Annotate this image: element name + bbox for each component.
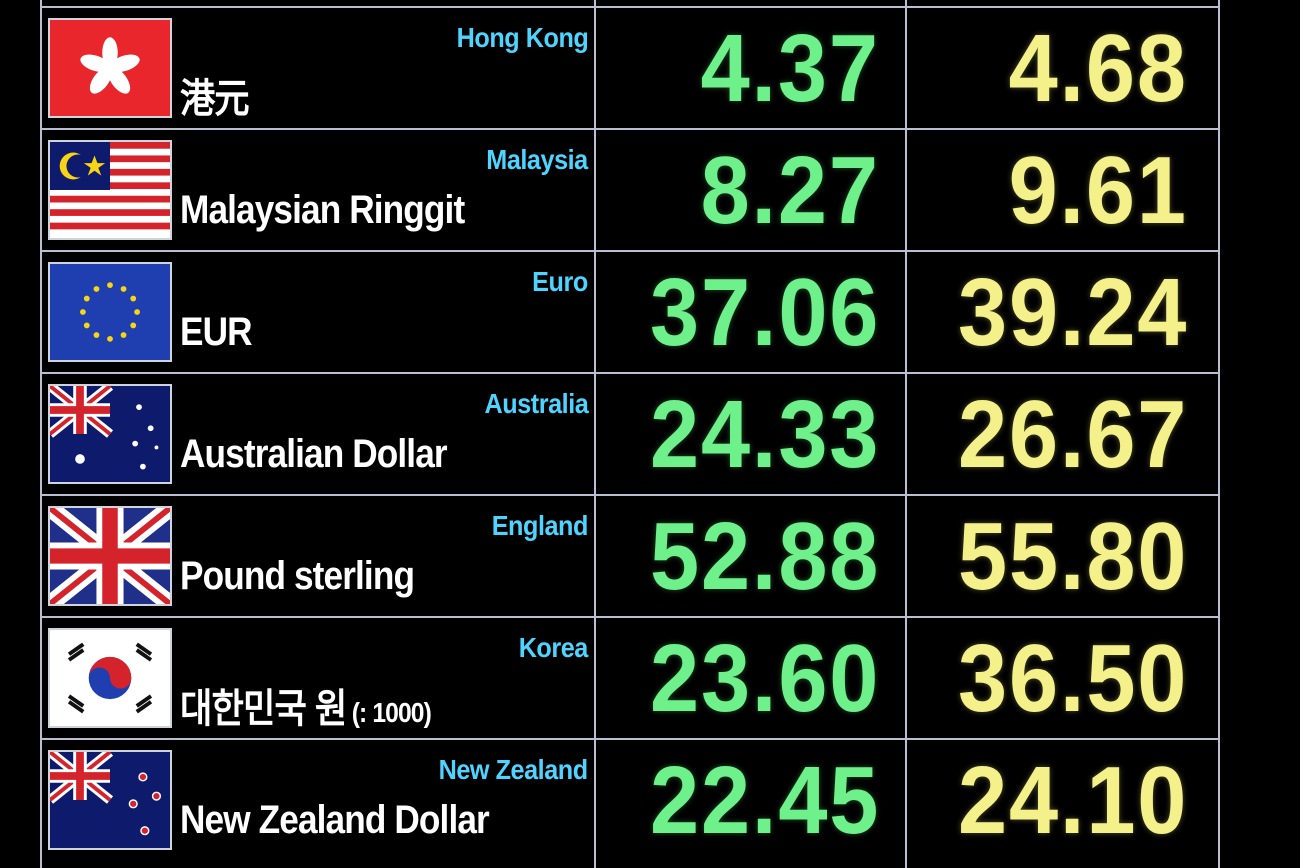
- currency-name: Pound sterling: [180, 554, 415, 598]
- sell-rate: 9.61: [1008, 137, 1188, 244]
- uk-flag-icon: [48, 506, 172, 606]
- sell-rate: 4.68: [1008, 15, 1188, 122]
- country-label: Malaysia: [486, 144, 589, 175]
- australia-flag-icon: [48, 384, 172, 484]
- buy-rate: 24.33: [649, 381, 880, 488]
- country-label: Hong Kong: [456, 22, 588, 53]
- rate-row-australia: Australia Australian Dollar 24.33 26.67: [40, 374, 1220, 496]
- eu-flag-icon: [48, 262, 172, 362]
- grid-line: [1218, 0, 1220, 868]
- rate-row-england: England Pound sterling 52.88 55.80: [40, 496, 1220, 618]
- sell-rate: 39.24: [957, 259, 1188, 366]
- currency-name: New Zealand Dollar: [180, 798, 490, 842]
- grid-line: [905, 0, 907, 868]
- rate-row-korea: Korea 대한민국 원 (: 1000) 23.60 36.50: [40, 618, 1220, 740]
- grid-line: [594, 0, 596, 868]
- rate-row-hong-kong: Hong Kong 港元 4.37 4.68: [40, 8, 1220, 130]
- currency-name: EUR: [180, 310, 253, 354]
- currency-name: Australian Dollar: [180, 432, 448, 476]
- sell-rate: 55.80: [957, 503, 1188, 610]
- buy-rate: 37.06: [649, 259, 880, 366]
- rate-row-new-zealand: New Zealand New Zealand Dollar 22.45 24.…: [40, 740, 1220, 862]
- unit-note: (: 1000): [351, 697, 432, 728]
- south-korea-flag-icon: [48, 628, 172, 728]
- country-label: Australia: [484, 388, 588, 419]
- buy-rate: 4.37: [700, 15, 880, 122]
- new-zealand-flag-icon: [48, 750, 172, 850]
- buy-rate: 52.88: [649, 503, 880, 610]
- sell-rate: 24.10: [957, 747, 1188, 854]
- currency-name: Malaysian Ringgit: [180, 188, 465, 232]
- grid-line: [40, 0, 42, 868]
- country-label: Korea: [518, 632, 589, 663]
- sell-rate: 26.67: [957, 381, 1188, 488]
- buy-rate: 22.45: [649, 747, 880, 854]
- malaysia-flag-icon: [48, 140, 172, 240]
- rate-row-malaysia: Malaysia Malaysian Ringgit 8.27 9.61: [40, 130, 1220, 252]
- currency-name: 대한민국 원 (: 1000): [180, 687, 432, 731]
- country-label: Euro: [532, 266, 588, 297]
- rate-row-euro: Euro EUR 37.06 39.24: [40, 252, 1220, 374]
- currency-name: 港元: [180, 77, 250, 121]
- hong-kong-flag-icon: [48, 18, 172, 118]
- country-label: England: [491, 510, 589, 541]
- country-label: New Zealand: [438, 754, 589, 785]
- sell-rate: 36.50: [957, 625, 1188, 732]
- buy-rate: 8.27: [700, 137, 880, 244]
- buy-rate: 23.60: [649, 625, 880, 732]
- grid-line: [40, 6, 1220, 8]
